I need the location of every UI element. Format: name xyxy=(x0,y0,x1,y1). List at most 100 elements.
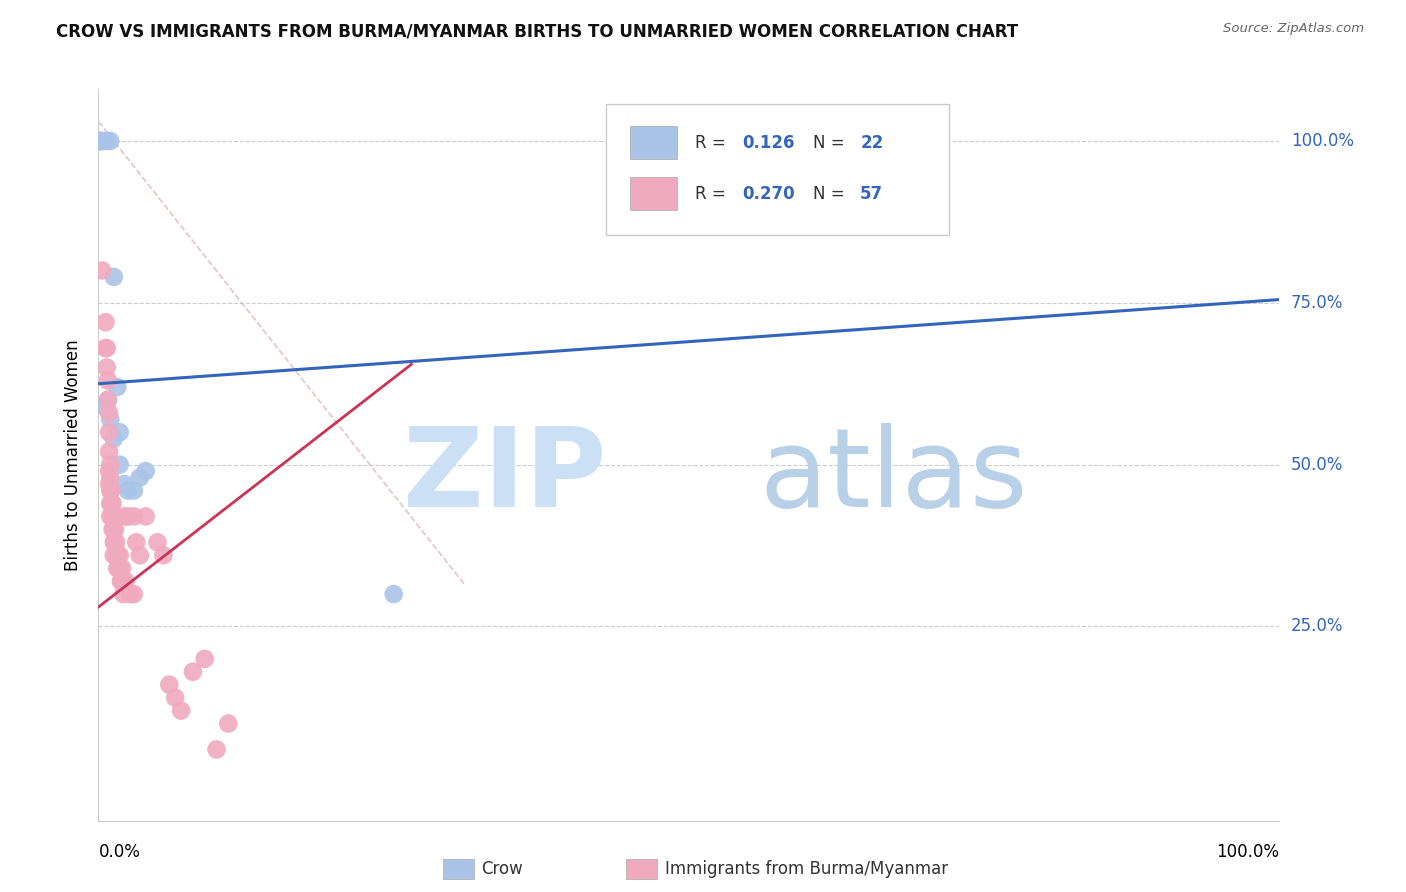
Text: CROW VS IMMIGRANTS FROM BURMA/MYANMAR BIRTHS TO UNMARRIED WOMEN CORRELATION CHAR: CROW VS IMMIGRANTS FROM BURMA/MYANMAR BI… xyxy=(56,22,1018,40)
Point xyxy=(103,548,125,562)
Point xyxy=(382,587,405,601)
Point xyxy=(122,483,145,498)
Point xyxy=(105,548,128,562)
Point xyxy=(98,483,121,498)
Text: R =: R = xyxy=(695,185,725,202)
Point xyxy=(98,444,121,458)
Point xyxy=(103,509,125,524)
Point xyxy=(97,374,120,388)
Point xyxy=(94,341,117,355)
Point xyxy=(101,509,124,524)
Text: 50.0%: 50.0% xyxy=(1291,456,1343,474)
Point xyxy=(205,742,228,756)
FancyBboxPatch shape xyxy=(606,103,949,235)
Text: 75.0%: 75.0% xyxy=(1291,293,1343,312)
Point xyxy=(98,464,121,478)
Point xyxy=(135,464,157,478)
Text: Crow: Crow xyxy=(481,860,523,878)
Point xyxy=(107,561,129,575)
Point xyxy=(89,134,111,148)
Point xyxy=(128,470,150,484)
Point xyxy=(157,678,180,692)
Point xyxy=(165,690,187,705)
Point xyxy=(98,406,121,420)
Text: 0.0%: 0.0% xyxy=(98,843,141,861)
Text: atlas: atlas xyxy=(759,424,1028,531)
Point xyxy=(98,425,121,440)
Text: ZIP: ZIP xyxy=(404,424,606,531)
Point xyxy=(108,561,131,575)
Point xyxy=(98,470,121,484)
Text: 25.0%: 25.0% xyxy=(1291,617,1343,635)
Point xyxy=(93,400,115,414)
Point xyxy=(104,535,127,549)
Text: Immigrants from Burma/Myanmar: Immigrants from Burma/Myanmar xyxy=(665,860,948,878)
Text: R =: R = xyxy=(695,134,725,152)
Point xyxy=(125,535,148,549)
Point xyxy=(194,652,217,666)
Point xyxy=(105,561,128,575)
Point xyxy=(98,496,121,510)
Point xyxy=(108,458,131,472)
Point xyxy=(737,134,759,148)
Point xyxy=(112,509,135,524)
Point xyxy=(112,587,135,601)
Point xyxy=(103,522,125,536)
Point xyxy=(128,548,150,562)
Point xyxy=(103,269,125,284)
Point xyxy=(96,134,118,148)
Point xyxy=(122,509,145,524)
Point xyxy=(103,535,125,549)
Point xyxy=(94,315,117,329)
Point xyxy=(114,574,136,589)
Point xyxy=(108,548,131,562)
Point xyxy=(98,509,121,524)
Text: N =: N = xyxy=(813,134,845,152)
Point xyxy=(98,477,121,491)
Point xyxy=(112,477,135,491)
Point xyxy=(772,134,794,148)
Point xyxy=(98,458,121,472)
Point xyxy=(100,496,122,510)
Point xyxy=(120,587,142,601)
Point xyxy=(97,392,120,407)
Point xyxy=(122,587,145,601)
Text: N =: N = xyxy=(813,185,845,202)
Text: 57: 57 xyxy=(860,185,883,202)
Point xyxy=(101,522,124,536)
Point xyxy=(103,432,125,446)
Point xyxy=(91,263,114,277)
Point xyxy=(100,483,122,498)
Point xyxy=(117,509,139,524)
Point xyxy=(105,535,128,549)
Text: 22: 22 xyxy=(860,134,883,152)
Point xyxy=(105,380,128,394)
Point xyxy=(108,425,131,440)
Point xyxy=(97,392,120,407)
Point xyxy=(135,509,157,524)
Point xyxy=(89,134,111,148)
Text: 0.126: 0.126 xyxy=(742,134,794,152)
Point xyxy=(98,412,121,426)
Point xyxy=(91,134,114,148)
FancyBboxPatch shape xyxy=(630,126,678,159)
Point xyxy=(110,574,132,589)
Text: Source: ZipAtlas.com: Source: ZipAtlas.com xyxy=(1223,22,1364,36)
Point xyxy=(105,548,128,562)
Text: 100.0%: 100.0% xyxy=(1216,843,1279,861)
Point xyxy=(146,535,169,549)
Text: 0.270: 0.270 xyxy=(742,185,794,202)
Point xyxy=(98,134,121,148)
Point xyxy=(117,483,139,498)
Point xyxy=(89,134,111,148)
Point xyxy=(152,548,174,562)
FancyBboxPatch shape xyxy=(630,177,678,210)
Point xyxy=(170,704,193,718)
Point xyxy=(96,341,118,355)
Point xyxy=(96,360,118,375)
Text: 100.0%: 100.0% xyxy=(1291,132,1354,150)
Point xyxy=(101,496,124,510)
Y-axis label: Births to Unmarried Women: Births to Unmarried Women xyxy=(65,339,83,571)
Point xyxy=(104,522,127,536)
Point xyxy=(111,561,134,575)
